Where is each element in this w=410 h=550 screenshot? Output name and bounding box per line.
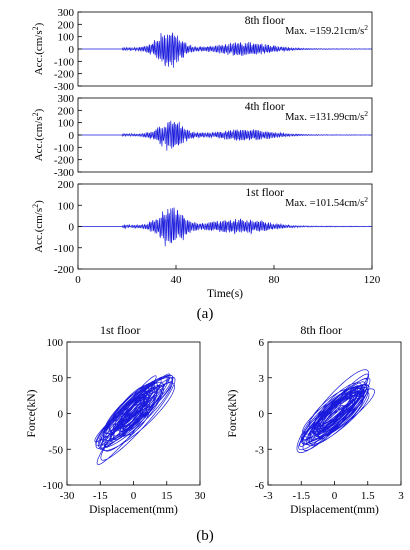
ylabel: Acc.(cm/s2) xyxy=(31,108,46,161)
max-annotation: Max. =101.54cm/s2 xyxy=(285,195,368,210)
y-tick-label: -100 xyxy=(43,480,64,492)
y-tick-label: 200 xyxy=(58,105,75,117)
y-tick-label: -100 xyxy=(54,142,75,154)
y-tick-label: 200 xyxy=(58,179,75,191)
x-tick-label: -3 xyxy=(263,490,273,502)
y-tick-label: 6 xyxy=(259,337,265,349)
y-tick-label: 100 xyxy=(58,32,75,44)
x-tick-label: 120 xyxy=(364,274,381,286)
y-axis-label: Force(kN) xyxy=(26,389,38,437)
y-tick-label: 3 xyxy=(259,373,265,385)
y-tick-label: 100 xyxy=(58,200,75,212)
ylabel: Acc.(cm/s2) xyxy=(31,200,46,253)
x-tick-label: 3 xyxy=(398,490,404,502)
x-tick-label: 80 xyxy=(269,274,281,286)
y-tick-label: -100 xyxy=(54,243,75,255)
x-tick-label: 15 xyxy=(161,490,173,502)
y-tick-label: 100 xyxy=(47,337,64,349)
x-tick-label: 40 xyxy=(171,274,183,286)
y-tick-label: -200 xyxy=(54,264,75,276)
y-tick-label: -200 xyxy=(54,69,75,81)
hysteresis-panel: 100 50 0 -50 -100-30 -15 0 15 30 1st floor Displac… xyxy=(26,323,206,516)
y-tick-label: -300 xyxy=(54,81,75,93)
y-tick-label: 200 xyxy=(58,19,75,31)
floor-title: 8th floor xyxy=(300,323,342,337)
x-tick-label: 0 xyxy=(131,490,137,502)
acceleration-trace xyxy=(78,120,373,151)
floor-title: 1st floor xyxy=(245,187,284,199)
y-tick-label: -3 xyxy=(255,444,265,456)
y-tick-label: 300 xyxy=(58,7,75,19)
panel-label-a: (a) xyxy=(197,306,214,322)
hysteresis-loop xyxy=(296,369,375,453)
y-tick-label: -200 xyxy=(54,155,75,167)
floor-title: 8th floor xyxy=(245,15,285,27)
max-annotation: Max. =159.21cm/s2 xyxy=(285,23,368,38)
x-tick-label: 0 xyxy=(332,490,338,502)
max-annotation: Max. =131.99cm/s2 xyxy=(285,109,368,124)
y-tick-label: 50 xyxy=(52,373,64,385)
x-axis-label: Displacement(mm) xyxy=(89,504,178,516)
acceleration-trace xyxy=(78,32,373,68)
y-tick-label: 100 xyxy=(58,118,75,130)
x-axis-label: Displacement(mm) xyxy=(290,504,379,516)
ylabel: Acc.(cm/s2) xyxy=(31,22,46,75)
x-tick-label: -15 xyxy=(93,490,108,502)
acceleration-trace xyxy=(78,207,373,247)
y-tick-label: 0 xyxy=(69,130,75,142)
y-tick-label: -300 xyxy=(54,167,75,179)
x-tick-label: -1.5 xyxy=(293,490,311,502)
y-tick-label: 300 xyxy=(58,93,75,105)
x-tick-label: 0 xyxy=(75,274,81,286)
y-tick-label: 0 xyxy=(69,44,75,56)
x-tick-label: 1.5 xyxy=(361,490,375,502)
hysteresis-loop xyxy=(94,373,176,465)
x-tick-label: -30 xyxy=(60,490,75,502)
x-tick-label: 30 xyxy=(195,490,207,502)
y-tick-label: 0 xyxy=(259,409,265,421)
x-axis-label: Time(s) xyxy=(207,288,243,300)
y-tick-label: 0 xyxy=(69,222,75,234)
y-axis-label: Force(kN) xyxy=(227,389,239,437)
y-tick-label: -6 xyxy=(255,480,265,492)
y-tick-label: 0 xyxy=(58,409,64,421)
y-tick-label: -50 xyxy=(48,444,63,456)
panel-label-b: (b) xyxy=(196,528,214,544)
floor-title: 4th floor xyxy=(245,101,285,113)
y-tick-label: -100 xyxy=(54,56,75,68)
floor-title: 1st floor xyxy=(100,323,140,337)
